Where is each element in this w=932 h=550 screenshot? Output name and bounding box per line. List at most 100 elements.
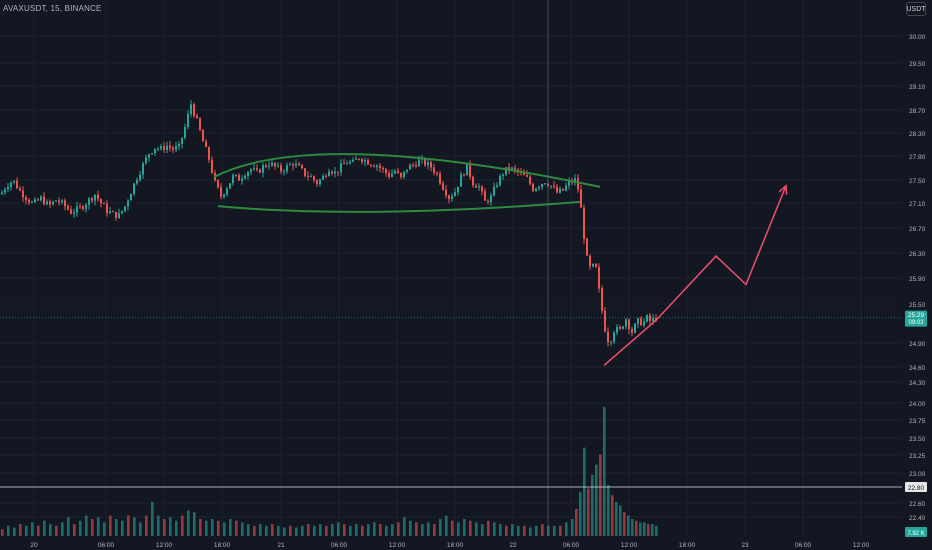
volume-bar bbox=[355, 524, 358, 536]
time-axis-label: 18:00 bbox=[214, 542, 231, 549]
volume-bar bbox=[379, 524, 382, 536]
candle-body bbox=[112, 211, 114, 213]
price-axis-label: 24.00 bbox=[909, 401, 926, 408]
time-axis-label: 18:00 bbox=[679, 542, 696, 549]
price-axis-label: 27.90 bbox=[909, 154, 926, 161]
candle-body bbox=[313, 176, 315, 181]
candle-body bbox=[124, 206, 126, 211]
candle-body bbox=[409, 164, 411, 170]
candle-body bbox=[508, 167, 510, 170]
candle-body bbox=[70, 209, 72, 214]
volume-bar bbox=[451, 520, 454, 536]
candle-body bbox=[118, 213, 120, 219]
time-axis-label: 23 bbox=[741, 542, 749, 549]
price-axis-label: 24.90 bbox=[909, 341, 926, 348]
candle-body bbox=[349, 161, 351, 164]
candle-body bbox=[22, 190, 24, 198]
candle-body bbox=[46, 201, 48, 205]
volume-bar bbox=[415, 522, 418, 536]
volume-bar bbox=[655, 525, 658, 536]
candle-body bbox=[538, 186, 540, 189]
candle-body bbox=[7, 187, 9, 190]
volume-bar bbox=[627, 515, 630, 536]
candle-body bbox=[646, 315, 648, 322]
candle-body bbox=[184, 126, 186, 138]
candle-body bbox=[559, 188, 561, 193]
candle-body bbox=[55, 200, 57, 202]
volume-bar bbox=[37, 525, 40, 536]
volume-bar bbox=[587, 488, 590, 536]
volume-bar bbox=[85, 515, 88, 536]
candle-body bbox=[652, 317, 654, 322]
volume-bar bbox=[139, 522, 142, 536]
volume-bar bbox=[31, 522, 34, 536]
candle-body bbox=[19, 188, 21, 191]
candle-body bbox=[601, 288, 603, 311]
volume-bar bbox=[505, 525, 508, 536]
candle-body bbox=[622, 326, 624, 329]
volume-bar bbox=[109, 515, 112, 536]
candle-body bbox=[592, 263, 594, 267]
volume-bar bbox=[199, 519, 202, 536]
price-axis[interactable]: 30.00 29.50 29.10 28.70 28.30 27.90 27.50 27.10… bbox=[909, 34, 926, 522]
candle-body bbox=[634, 323, 636, 333]
price-axis-label: 29.50 bbox=[909, 61, 926, 68]
price-axis-label: 28.70 bbox=[909, 108, 926, 115]
candle-body bbox=[565, 185, 567, 191]
candle-body bbox=[232, 175, 234, 184]
volume-bar bbox=[331, 524, 334, 536]
volume-bar bbox=[445, 515, 448, 536]
candle-body bbox=[544, 183, 546, 185]
grid-lines bbox=[0, 0, 902, 536]
candle-body bbox=[442, 183, 444, 190]
currency-button[interactable]: USDT bbox=[906, 2, 926, 16]
candle-body bbox=[523, 172, 525, 176]
candle-body bbox=[100, 198, 102, 204]
volume-bar bbox=[603, 406, 606, 536]
volume-bar bbox=[647, 524, 650, 536]
candle-body bbox=[463, 174, 465, 176]
volume-bar bbox=[523, 525, 526, 536]
candle-body bbox=[208, 147, 210, 160]
candle-body bbox=[4, 189, 6, 193]
time-axis[interactable]: 20 06:00 12:00 18:00 21 06:00 12:00 18:00 22 06:0… bbox=[30, 542, 869, 549]
candle-body bbox=[379, 165, 381, 168]
candle-body bbox=[13, 180, 15, 183]
candle-body bbox=[475, 185, 477, 188]
candles bbox=[1, 100, 657, 347]
volume-bar bbox=[157, 515, 160, 536]
volume-value: 7.92 K bbox=[907, 531, 924, 537]
volume-bar bbox=[271, 524, 274, 536]
candle-body bbox=[259, 169, 261, 173]
volume-bar bbox=[307, 524, 310, 536]
candle-body bbox=[364, 159, 366, 162]
candle-body bbox=[142, 163, 144, 175]
volume-bar bbox=[349, 525, 352, 536]
volume-bar bbox=[283, 527, 286, 536]
candle-body bbox=[160, 146, 162, 149]
volume-bar bbox=[13, 527, 16, 536]
candle-body bbox=[271, 162, 273, 166]
volume-bar bbox=[595, 464, 598, 536]
candle-body bbox=[115, 211, 117, 219]
candle-body bbox=[235, 175, 237, 177]
volume-bar bbox=[397, 522, 400, 536]
candle-body bbox=[310, 176, 312, 178]
candle-body bbox=[397, 171, 399, 173]
volume-bar bbox=[217, 520, 220, 536]
time-axis-label: 21 bbox=[277, 542, 285, 549]
candle-body bbox=[163, 146, 165, 150]
volume-bar bbox=[223, 522, 226, 536]
volume-bar bbox=[611, 495, 614, 536]
time-axis-label: 12:00 bbox=[389, 542, 406, 549]
candle-body bbox=[220, 187, 222, 197]
price-axis-label: 27.10 bbox=[909, 201, 926, 208]
volume-bar bbox=[565, 522, 568, 536]
candle-body bbox=[358, 158, 360, 160]
candle-body bbox=[445, 189, 447, 196]
price-axis-label: 23.75 bbox=[909, 418, 926, 425]
volume-bar bbox=[289, 525, 292, 536]
volume-bar bbox=[127, 515, 130, 536]
time-axis-label: 06:00 bbox=[331, 542, 348, 549]
